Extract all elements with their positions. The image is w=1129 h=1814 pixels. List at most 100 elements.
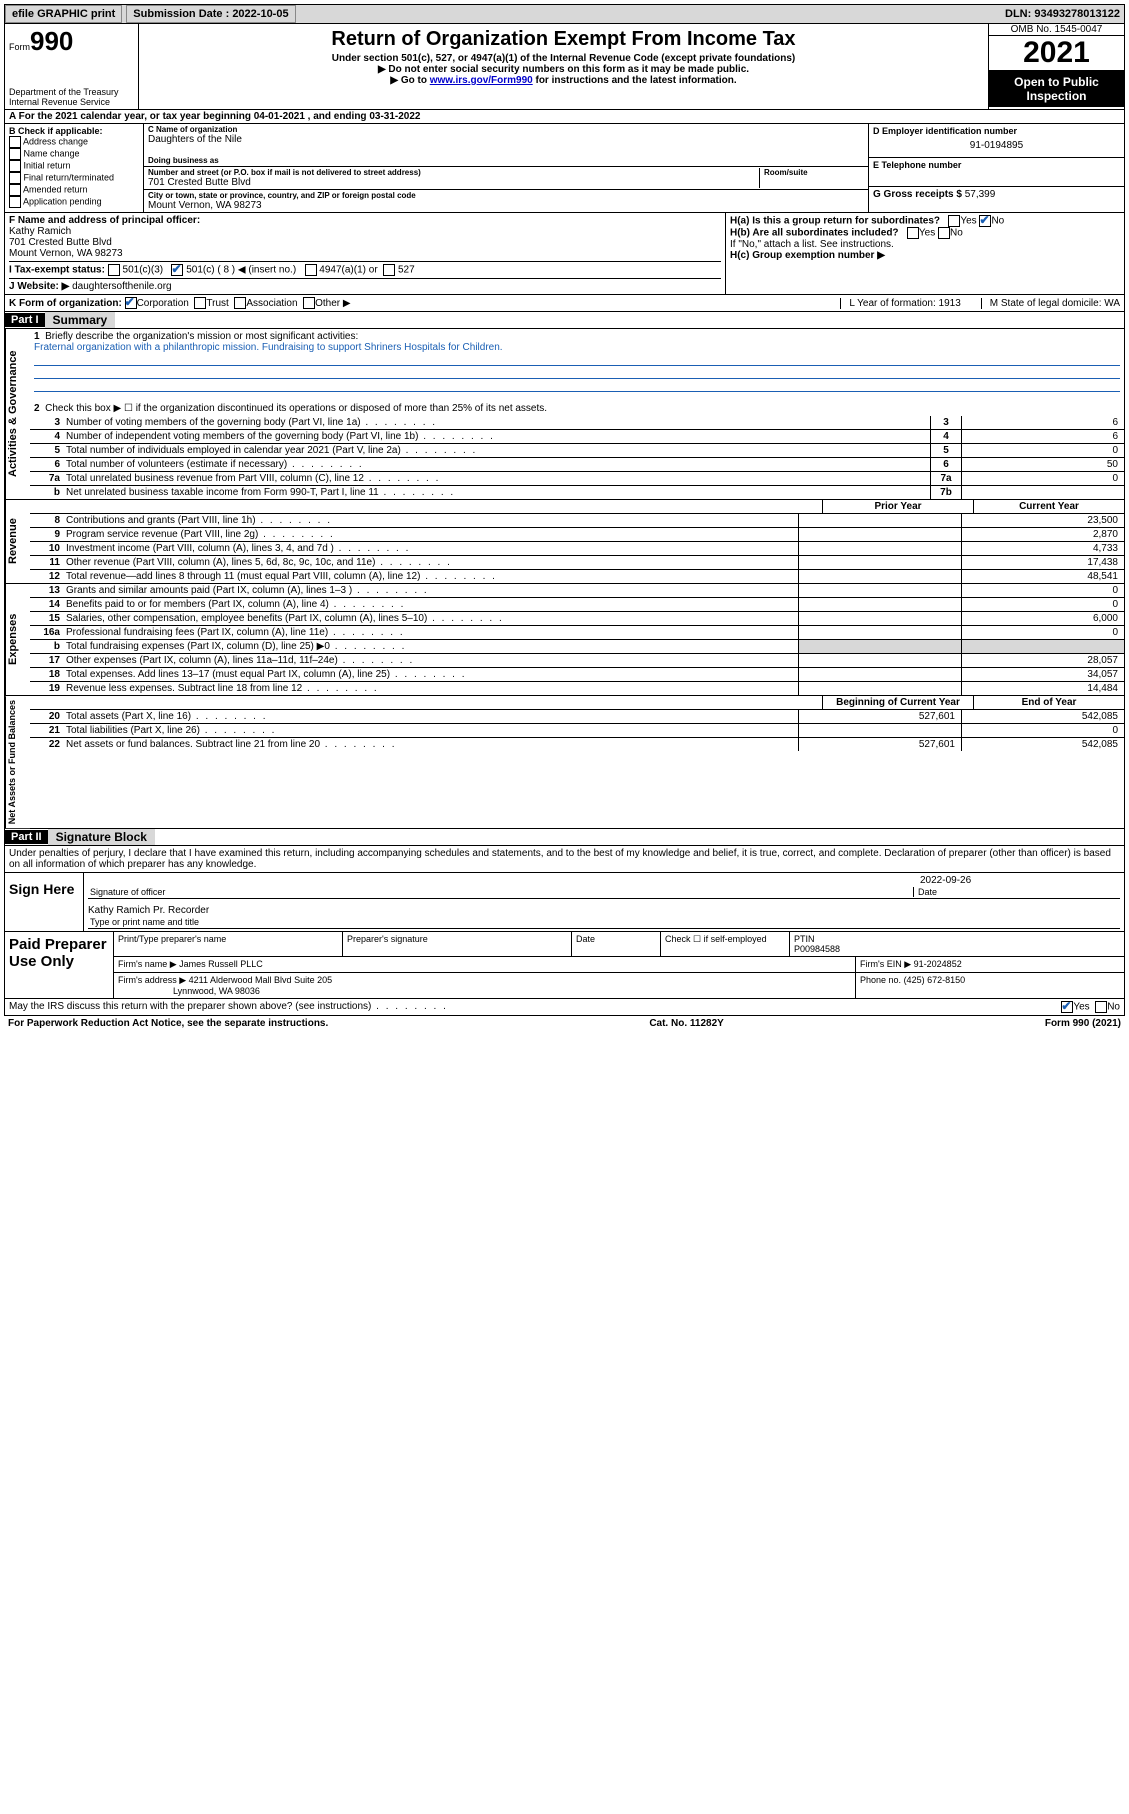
prep-date-label: Date	[572, 932, 661, 956]
summary-line: 13Grants and similar amounts paid (Part …	[30, 584, 1124, 598]
hb-note: If "No," attach a list. See instructions…	[730, 239, 1120, 250]
part1-label: Summary	[45, 312, 116, 328]
form-title: Return of Organization Exempt From Incom…	[145, 28, 982, 51]
inspection-badge: Open to Public Inspection	[989, 71, 1124, 107]
summary-line: 16aProfessional fundraising fees (Part I…	[30, 626, 1124, 640]
firm-addr1: 4211 Alderwood Mall Blvd Suite 205	[189, 975, 332, 985]
summary-line: bNet unrelated business taxable income f…	[30, 486, 1124, 499]
check-application-pending[interactable]: Application pending	[9, 196, 139, 208]
org-name: Daughters of the Nile	[148, 134, 864, 145]
check-amended-return[interactable]: Amended return	[9, 184, 139, 196]
col-b-label: B Check if applicable:	[9, 126, 139, 136]
q2-label: Check this box ▶ ☐ if the organization d…	[45, 403, 547, 414]
irs-link[interactable]: www.irs.gov/Form990	[430, 75, 533, 86]
firm-addr2: Lynnwood, WA 98036	[173, 986, 260, 996]
self-employed-check[interactable]: Check ☐ if self-employed	[661, 932, 790, 956]
officer-name: Kathy Ramich	[9, 226, 721, 237]
summary-netassets: Net Assets or Fund Balances Beginning of…	[4, 696, 1125, 829]
check-final-return[interactable]: Final return/terminated	[9, 172, 139, 184]
summary-revenue: Revenue Prior Year Current Year 8Contrib…	[4, 500, 1125, 584]
footer-line: For Paperwork Reduction Act Notice, see …	[4, 1016, 1125, 1031]
dept-label: Department of the Treasury	[9, 87, 134, 97]
sig-officer-label: Signature of officer	[90, 887, 913, 897]
check-initial-return[interactable]: Initial return	[9, 160, 139, 172]
summary-line: 19Revenue less expenses. Subtract line 1…	[30, 682, 1124, 695]
summary-expenses: Expenses 13Grants and similar amounts pa…	[4, 584, 1125, 696]
summary-line: 20Total assets (Part X, line 16)527,6015…	[30, 710, 1124, 724]
summary-line: 4Number of independent voting members of…	[30, 430, 1124, 444]
paperwork-notice: For Paperwork Reduction Act Notice, see …	[8, 1018, 328, 1029]
summary-line: 8Contributions and grants (Part VIII, li…	[30, 514, 1124, 528]
officer-addr1: 701 Crested Butte Blvd	[9, 237, 721, 248]
check-address-change[interactable]: Address change	[9, 136, 139, 148]
summary-governance: Activities & Governance 1 Briefly descri…	[4, 329, 1125, 500]
firm-name: James Russell PLLC	[179, 959, 263, 969]
room-label: Room/suite	[764, 168, 864, 177]
tab-revenue: Revenue	[5, 500, 30, 583]
declaration-text: Under penalties of perjury, I declare th…	[4, 846, 1125, 873]
sign-here-label: Sign Here	[5, 873, 84, 931]
part2-header: Part II	[5, 830, 48, 844]
website-value: daughtersofthenile.org	[72, 281, 172, 292]
501c-label: 501(c) ( 8 ) ◀ (insert no.)	[186, 265, 296, 276]
527-label: 527	[398, 265, 415, 276]
part1-header-row: Part I Summary	[4, 312, 1125, 329]
header-sub2: ▶ Do not enter social security numbers o…	[145, 64, 982, 75]
summary-line: 7aTotal unrelated business revenue from …	[30, 472, 1124, 486]
gross-receipts-label: G Gross receipts $	[873, 189, 965, 200]
efile-button[interactable]: efile GRAPHIC print	[5, 5, 122, 23]
form-number: 990	[30, 26, 73, 56]
row-fh: F Name and address of principal officer:…	[4, 213, 1125, 295]
ptin-value: P00984588	[794, 944, 840, 954]
top-toolbar: efile GRAPHIC print Submission Date : 20…	[4, 4, 1125, 24]
summary-line: 9Program service revenue (Part VIII, lin…	[30, 528, 1124, 542]
officer-addr2: Mount Vernon, WA 98273	[9, 248, 721, 259]
ein-value: 91-0194895	[873, 136, 1120, 155]
header-center: Return of Organization Exempt From Incom…	[139, 24, 988, 109]
summary-line: 14Benefits paid to or for members (Part …	[30, 598, 1124, 612]
addr-label: Number and street (or P.O. box if mail i…	[148, 168, 759, 177]
summary-line: 6Total number of volunteers (estimate if…	[30, 458, 1124, 472]
phone-value: (425) 672-8150	[904, 975, 966, 985]
check-corporation[interactable]	[125, 297, 137, 309]
check-name-change[interactable]: Name change	[9, 148, 139, 160]
check-ha-no[interactable]	[979, 215, 991, 227]
sign-date: 2022-09-26	[920, 875, 1120, 886]
irs-label: Internal Revenue Service	[9, 97, 134, 107]
summary-line: 5Total number of individuals employed in…	[30, 444, 1124, 458]
section-bcde: B Check if applicable: Address change Na…	[4, 124, 1125, 213]
form-header: Form990 Department of the Treasury Inter…	[4, 24, 1125, 110]
ein-label: D Employer identification number	[873, 126, 1120, 136]
year-formation: L Year of formation: 1913	[840, 298, 960, 309]
form-number-box: Form990 Department of the Treasury Inter…	[5, 24, 139, 109]
501c3-label: 501(c)(3)	[123, 265, 164, 276]
discuss-label: May the IRS discuss this return with the…	[9, 1001, 448, 1013]
website-label: J Website: ▶	[9, 281, 72, 292]
current-year-header: Current Year	[973, 500, 1124, 513]
date-label: Date	[913, 887, 1118, 897]
paid-preparer-label: Paid Preparer Use Only	[5, 932, 114, 998]
paid-preparer-block: Paid Preparer Use Only Print/Type prepar…	[4, 932, 1125, 999]
gross-receipts-value: 57,399	[965, 189, 996, 200]
mission-text: Fraternal organization with a philanthro…	[34, 342, 503, 353]
org-name-label: C Name of organization	[148, 125, 864, 134]
tax-year: 2021	[989, 35, 1124, 71]
form-word: Form	[9, 42, 30, 52]
sign-here-block: Sign Here 2022-09-26 Signature of office…	[4, 873, 1125, 932]
firm-ein-label: Firm's EIN ▶	[860, 959, 911, 969]
prep-name-label: Print/Type preparer's name	[114, 932, 343, 956]
dln-field: DLN: 93493278013122	[1001, 8, 1124, 20]
header-right: OMB No. 1545-0047 2021 Open to Public In…	[988, 24, 1124, 109]
form-footer: Form 990 (2021)	[1045, 1018, 1121, 1029]
org-city: Mount Vernon, WA 98273	[148, 200, 864, 211]
begin-year-header: Beginning of Current Year	[822, 696, 973, 709]
check-501c[interactable]	[171, 264, 183, 276]
ha-label: H(a) Is this a group return for subordin…	[730, 216, 940, 227]
part2-header-row: Part II Signature Block	[4, 829, 1125, 846]
4947-label: 4947(a)(1) or	[319, 265, 377, 276]
check-discuss-yes[interactable]	[1061, 1001, 1073, 1013]
summary-line: 10Investment income (Part VIII, column (…	[30, 542, 1124, 556]
summary-line: 11Other revenue (Part VIII, column (A), …	[30, 556, 1124, 570]
tab-expenses: Expenses	[5, 584, 30, 695]
cat-no: Cat. No. 11282Y	[649, 1018, 723, 1029]
